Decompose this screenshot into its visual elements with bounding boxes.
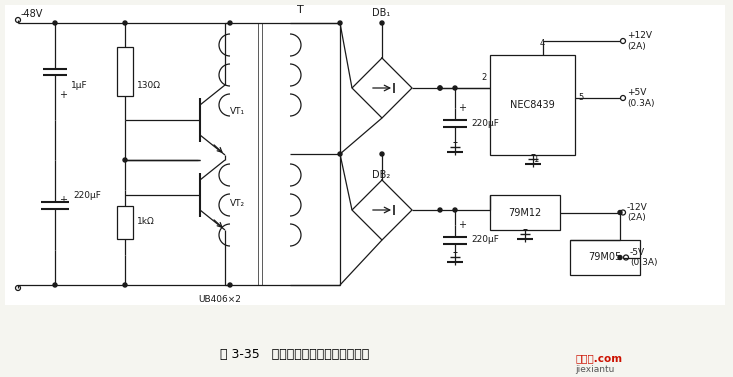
Bar [117,206,133,239]
Bar [490,195,560,230]
Bar [490,55,575,155]
Circle shape [123,21,127,25]
Text: +: + [59,90,67,100]
Circle shape [618,256,622,259]
Bar [117,47,133,96]
Text: 220μF: 220μF [471,118,499,127]
Text: DB₁: DB₁ [372,8,390,18]
Circle shape [438,208,442,212]
Circle shape [123,158,127,162]
Circle shape [453,208,457,212]
Text: NEC8439: NEC8439 [510,100,555,110]
Text: 4: 4 [540,38,545,48]
Circle shape [453,86,457,90]
Text: +5V
(0.3A): +5V (0.3A) [627,88,655,108]
Text: 220μF: 220μF [471,236,499,245]
Text: 接线图.com: 接线图.com [575,353,622,363]
Text: 79M05: 79M05 [589,253,622,262]
Text: UB406×2: UB406×2 [199,296,241,305]
Text: -48V: -48V [21,9,43,19]
Text: DB₂: DB₂ [372,170,390,180]
Bar [570,240,640,275]
Circle shape [438,86,442,90]
Circle shape [53,283,57,287]
Circle shape [380,152,384,156]
Circle shape [438,86,442,90]
Text: 130Ω: 130Ω [137,81,161,89]
Text: 2: 2 [482,74,487,83]
Text: 1: 1 [533,155,538,164]
Text: 1kΩ: 1kΩ [137,218,155,227]
Circle shape [123,283,127,287]
Circle shape [618,210,622,215]
Text: -5V
(0.3A): -5V (0.3A) [630,248,658,267]
Bar [5,5,725,305]
Text: +: + [458,220,466,230]
Circle shape [228,21,232,25]
Text: 5: 5 [578,93,583,103]
Text: +: + [458,103,466,113]
Text: 79M12: 79M12 [509,207,542,218]
Text: VT₂: VT₂ [230,199,245,207]
Text: 1μF: 1μF [71,81,88,89]
Text: 220μF: 220μF [73,190,101,199]
Circle shape [53,21,57,25]
Text: jiexiantu: jiexiantu [575,365,614,374]
Circle shape [228,283,232,287]
Text: VT₁: VT₁ [230,107,245,116]
Text: -12V
(2A): -12V (2A) [627,203,648,222]
Text: 图 3-35   小型程控交换机供电系统电路: 图 3-35 小型程控交换机供电系统电路 [221,348,369,362]
Text: +12V
(2A): +12V (2A) [627,31,652,51]
Text: +: + [59,195,67,205]
Circle shape [338,21,342,25]
Circle shape [338,152,342,156]
Circle shape [380,21,384,25]
Text: T: T [297,5,303,15]
